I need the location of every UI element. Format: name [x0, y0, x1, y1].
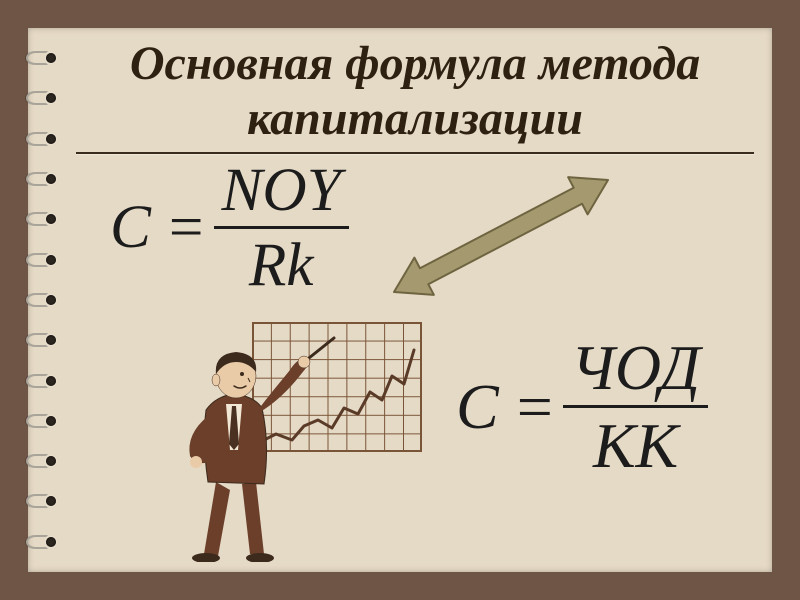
- spiral-ring: [32, 414, 58, 428]
- title-underline: [76, 152, 754, 154]
- equals-sign: =: [159, 192, 214, 263]
- formula-right-numerator: ЧОД: [563, 332, 708, 403]
- formula-left-fraction: NOY Rk: [214, 156, 349, 300]
- spiral-ring: [32, 91, 58, 105]
- chart-trend-line: [252, 322, 422, 452]
- spiral-ring: [32, 535, 58, 549]
- growth-chart-icon: [252, 322, 422, 452]
- spiral-ring: [32, 51, 58, 65]
- spiral-ring: [32, 132, 58, 146]
- fraction-bar: [563, 405, 708, 408]
- spiral-ring: [32, 212, 58, 226]
- spiral-ring: [32, 374, 58, 388]
- slide-content: Основная формула метода капитализации C …: [66, 32, 764, 568]
- slide-frame: Основная формула метода капитализации C …: [0, 0, 800, 600]
- spiral-ring: [32, 494, 58, 508]
- formula-left-lhs: C: [108, 192, 159, 263]
- title-line-1: Основная формула метода: [76, 36, 754, 91]
- spiral-ring: [32, 253, 58, 267]
- double-arrow: [376, 162, 626, 312]
- formula-left-numerator: NOY: [214, 156, 349, 224]
- formula-left-denominator: Rk: [241, 231, 322, 299]
- spiral-ring: [32, 333, 58, 347]
- spiral-binding: [32, 38, 60, 562]
- formula-right-fraction: ЧОД КК: [563, 332, 708, 481]
- formula-left: C = NOY Rk: [108, 156, 349, 300]
- equals-sign: =: [507, 370, 563, 444]
- formula-right: C = ЧОД КК: [454, 332, 708, 481]
- spiral-ring: [32, 172, 58, 186]
- spiral-ring: [32, 293, 58, 307]
- formula-right-lhs: C: [454, 370, 507, 444]
- formula-right-denominator: КК: [585, 410, 686, 481]
- spiral-ring: [32, 454, 58, 468]
- title-line-2: капитализации: [76, 91, 754, 146]
- slide-page: Основная формула метода капитализации C …: [28, 28, 772, 572]
- slide-title: Основная формула метода капитализации: [76, 36, 754, 154]
- fraction-bar: [214, 226, 349, 229]
